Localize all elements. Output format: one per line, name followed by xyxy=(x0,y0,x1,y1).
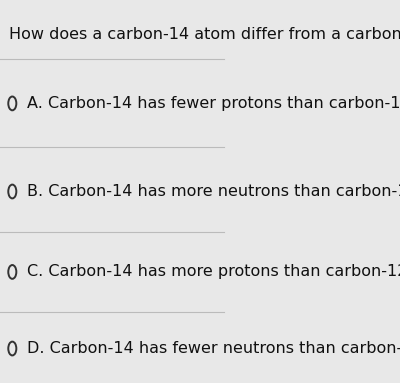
Text: D. Carbon-14 has fewer neutrons than carbon-12.: D. Carbon-14 has fewer neutrons than car… xyxy=(27,341,400,356)
Text: How does a carbon-14 atom differ from a carbon-12 atom?: How does a carbon-14 atom differ from a … xyxy=(9,27,400,42)
Text: A. Carbon-14 has fewer protons than carbon-12.: A. Carbon-14 has fewer protons than carb… xyxy=(27,96,400,111)
Text: C. Carbon-14 has more protons than carbon-12.: C. Carbon-14 has more protons than carbo… xyxy=(27,264,400,280)
Text: B. Carbon-14 has more neutrons than carbon-12.: B. Carbon-14 has more neutrons than carb… xyxy=(27,184,400,199)
